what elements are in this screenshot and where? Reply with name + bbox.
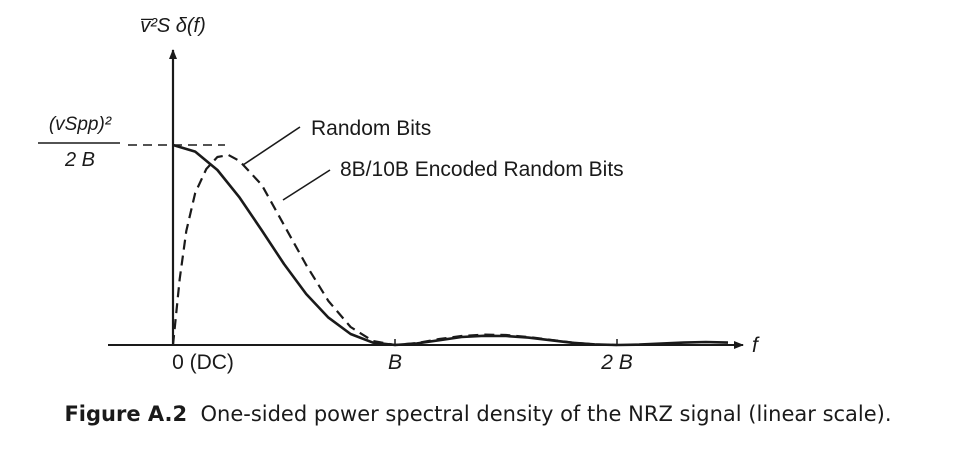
x-tick-label: 0 (DC)	[172, 351, 234, 374]
series-1-leader	[242, 126, 301, 166]
y-marker-denominator: 2 B	[64, 149, 95, 171]
x-tick-label: B	[388, 351, 402, 374]
series-lines	[171, 143, 729, 347]
x-tick-label: 2 B	[600, 351, 633, 374]
y-marker: (vSpp)² 2 B	[38, 114, 225, 171]
series-2-leader	[282, 169, 331, 201]
x-axis-label: f	[752, 334, 760, 357]
series-line-2	[171, 153, 618, 347]
x-ticks: 0 (DC) B 2 B	[172, 339, 633, 374]
chart-labels: Random Bits 8B/10B Encoded Random Bits f v̅…	[140, 15, 760, 357]
y-axis-label: v̅²S δ(f)	[140, 15, 206, 37]
caption-label: Figure A.2	[64, 402, 188, 426]
y-marker-numerator: (vSpp)²	[49, 114, 112, 135]
series-line-1	[172, 143, 729, 347]
caption-text: One-sided power spectral density of the …	[200, 402, 892, 426]
series-2-label: 8B/10B Encoded Random Bits	[340, 158, 624, 181]
series-1-label: Random Bits	[311, 117, 431, 140]
figure-caption: Figure A.2 One-sided power spectral dens…	[0, 402, 956, 426]
